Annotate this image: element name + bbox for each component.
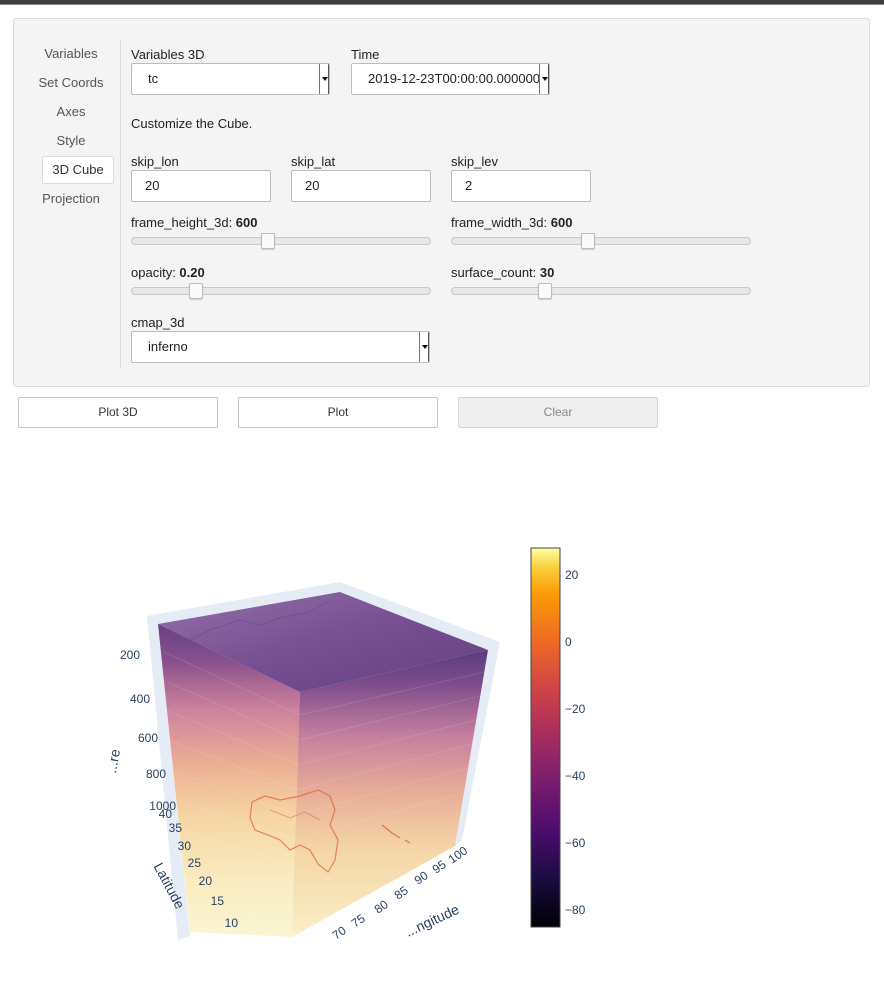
clear-button[interactable]: Clear xyxy=(458,397,658,428)
surface-count-slider-handle[interactable] xyxy=(537,283,552,299)
opacity-label: opacity: 0.20 xyxy=(131,265,205,280)
surface-count-value: 30 xyxy=(539,265,555,280)
frame-height-slider-handle[interactable] xyxy=(260,233,275,249)
plot-button[interactable]: Plot xyxy=(238,397,438,428)
x-tick-label: 80 xyxy=(372,897,391,916)
z-tick-label: 600 xyxy=(138,731,158,745)
opacity-value: 0.20 xyxy=(179,265,205,280)
z-tick-label: 400 xyxy=(130,692,150,706)
y-tick-label: 15 xyxy=(211,894,225,908)
description-text: Customize the Cube. xyxy=(131,116,253,131)
skip-lat-input[interactable]: 20 xyxy=(291,170,431,202)
colorbar-tick-label: −80 xyxy=(565,903,586,917)
frame-width-value: 600 xyxy=(550,215,573,230)
colorbar-tick-label: 20 xyxy=(565,568,579,582)
time-select[interactable]: 2019-12-23T00:00:00.000000 xyxy=(351,63,550,95)
colorbar-tick-label: 0 xyxy=(565,635,572,649)
y-tick-label: 40 xyxy=(159,807,173,821)
frame-height-label: frame_height_3d: 600 xyxy=(131,215,258,230)
time-value: 2019-12-23T00:00:00.000000 xyxy=(368,71,541,86)
colorbar-gradient xyxy=(530,547,561,928)
cmap-value: inferno xyxy=(148,339,188,354)
y-tick-label: 25 xyxy=(188,856,202,870)
time-label: Time xyxy=(351,47,380,62)
x-tick-label: 85 xyxy=(392,883,411,902)
frame-height-slider[interactable] xyxy=(131,233,431,249)
cmap-select[interactable]: inferno xyxy=(131,331,430,363)
x-axis-title: ...ngitude xyxy=(403,901,462,940)
plot-3d-button[interactable]: Plot 3D xyxy=(18,397,218,428)
tab-set-coords[interactable]: Set Coords xyxy=(38,75,104,90)
axis-planes xyxy=(147,582,500,940)
variables-3d-select[interactable]: tc xyxy=(131,63,330,95)
skip-lat-label: skip_lat xyxy=(291,154,336,169)
y-tick-label: 30 xyxy=(178,839,192,853)
variables-3d-value: tc xyxy=(148,71,159,86)
x-tick-label: 90 xyxy=(412,868,431,887)
tab-3d-cube[interactable]: 3D Cube xyxy=(42,156,114,184)
y-tick-label: 20 xyxy=(199,874,213,888)
colorbar: 20 0 −20 −40 −60 −80 xyxy=(530,547,586,928)
cmap-label: cmap_3d xyxy=(131,315,185,330)
window-top-bar xyxy=(0,0,884,5)
tab-list: Variables Set Coords Axes Style 3D Cube … xyxy=(28,40,121,368)
tab-projection[interactable]: Projection xyxy=(42,191,100,206)
chevron-down-icon xyxy=(319,64,329,94)
skip-lev-input[interactable]: 2 xyxy=(451,170,591,202)
frame-width-slider[interactable] xyxy=(451,233,751,249)
tab-variables[interactable]: Variables xyxy=(44,46,98,61)
x-tick-label: 70 xyxy=(330,923,349,942)
colorbar-tick-label: −60 xyxy=(565,836,586,850)
skip-lon-input[interactable]: 20 xyxy=(131,170,271,202)
opacity-slider[interactable] xyxy=(131,283,431,299)
colorbar-tick-label: −20 xyxy=(565,702,586,716)
z-tick-label: 1000 xyxy=(149,799,176,813)
surface-count-slider[interactable] xyxy=(451,283,751,299)
z-axis-title: ...re xyxy=(103,748,123,775)
tab-style[interactable]: Style xyxy=(56,133,86,148)
frame-width-slider-handle[interactable] xyxy=(580,233,595,249)
volume-plot[interactable]: 200 400 600 800 1000 ...re 40 35 30 25 2… xyxy=(0,500,884,983)
volume-cube xyxy=(158,592,488,937)
variables-3d-label: Variables 3D xyxy=(131,47,205,62)
x-tick-label: 95 xyxy=(430,857,449,876)
x-tick-label: 75 xyxy=(349,911,368,930)
skip-lon-label: skip_lon xyxy=(131,154,179,169)
y-tick-label: 10 xyxy=(225,916,239,930)
chevron-down-icon xyxy=(539,64,549,94)
tab-axes[interactable]: Axes xyxy=(56,104,86,119)
chevron-down-icon xyxy=(419,332,429,362)
opacity-slider-handle[interactable] xyxy=(189,283,204,299)
frame-height-value: 600 xyxy=(235,215,258,230)
z-axis: 200 400 600 800 1000 ...re xyxy=(103,648,176,813)
colorbar-tick-label: −40 xyxy=(565,769,586,783)
y-tick-label: 35 xyxy=(169,821,183,835)
surface-count-label: surface_count: 30 xyxy=(451,265,555,280)
frame-width-label: frame_width_3d: 600 xyxy=(451,215,573,230)
z-tick-label: 200 xyxy=(120,648,140,662)
skip-lev-label: skip_lev xyxy=(451,154,498,169)
z-tick-label: 800 xyxy=(146,767,166,781)
